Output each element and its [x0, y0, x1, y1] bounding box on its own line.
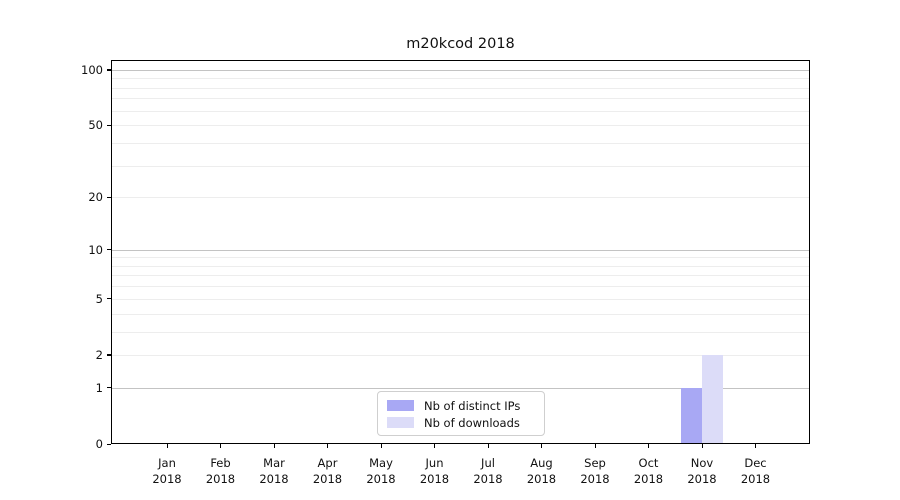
major-gridline — [112, 69, 809, 71]
y-tick-label: 50 — [88, 118, 103, 133]
y-tick-label: 5 — [95, 291, 103, 306]
chart-title: m20kcod 2018 — [406, 36, 515, 52]
distinct-ips-bar — [680, 387, 702, 444]
minor-gridline — [112, 331, 809, 333]
x-tick-mark — [541, 444, 543, 448]
x-tick-label: Nov 2018 — [687, 456, 717, 486]
y-tick-mark — [107, 443, 111, 445]
minor-gridline — [112, 313, 809, 315]
x-tick-label: Feb 2018 — [205, 456, 236, 486]
y-tick-mark — [107, 124, 111, 126]
y-tick-label: 0 — [95, 437, 103, 451]
y-tick-mark — [107, 387, 111, 389]
x-tick-label: May 2018 — [366, 456, 396, 486]
minor-gridline — [112, 197, 809, 199]
x-tick-mark — [380, 444, 382, 448]
legend-entry-distinct-ips: Nb of distinct IPs — [387, 398, 535, 413]
y-tick-mark — [107, 69, 111, 71]
x-tick-label: Jun 2018 — [419, 456, 450, 486]
minor-gridline — [112, 87, 809, 89]
y-tick-mark — [107, 249, 111, 251]
legend-entry-downloads: Nb of downloads — [387, 415, 535, 430]
x-tick-mark — [701, 444, 703, 448]
minor-gridline — [112, 298, 809, 300]
y-tick-label: 2 — [95, 347, 103, 362]
minor-gridline — [112, 165, 809, 167]
minor-gridline — [112, 78, 809, 80]
y-tick-label: 1 — [95, 380, 103, 395]
x-tick-mark — [434, 444, 436, 448]
major-gridline — [112, 249, 809, 251]
legend: Nb of distinct IPs Nb of downloads — [377, 391, 545, 436]
x-tick-mark — [273, 444, 275, 448]
y-tick-label: 20 — [88, 190, 103, 205]
distinct-ips-swatch — [387, 400, 414, 411]
y-tick-mark — [107, 354, 111, 356]
x-tick-label: Dec 2018 — [740, 456, 771, 486]
minor-gridline — [112, 142, 809, 144]
x-tick-label: Apr 2018 — [312, 456, 343, 486]
y-tick-label: 100 — [81, 62, 103, 77]
x-tick-label: Jul 2018 — [473, 456, 503, 486]
y-tick-mark — [107, 196, 111, 198]
x-tick-mark — [327, 444, 329, 448]
minor-gridline — [112, 275, 809, 277]
minor-gridline — [112, 125, 809, 127]
x-tick-label: Aug 2018 — [526, 456, 557, 486]
downloads-bar — [702, 354, 724, 444]
x-tick-mark — [220, 444, 222, 448]
minor-gridline — [112, 257, 809, 259]
x-tick-mark — [755, 444, 757, 448]
minor-gridline — [112, 286, 809, 288]
minor-gridline — [112, 265, 809, 267]
x-tick-mark — [487, 444, 489, 448]
x-tick-mark — [594, 444, 596, 448]
downloads-swatch — [387, 417, 414, 428]
minor-gridline — [112, 110, 809, 112]
minor-gridline — [112, 98, 809, 100]
legend-label-downloads: Nb of downloads — [424, 415, 520, 430]
x-tick-label: Mar 2018 — [259, 456, 289, 486]
x-tick-label: Oct 2018 — [633, 456, 664, 486]
x-tick-label: Sep 2018 — [580, 456, 610, 486]
y-tick-mark — [107, 298, 111, 300]
legend-label-distinct-ips: Nb of distinct IPs — [424, 398, 521, 413]
x-tick-mark — [166, 444, 168, 448]
y-tick-label: 10 — [88, 242, 103, 257]
minor-gridline — [112, 354, 809, 356]
x-tick-mark — [648, 444, 650, 448]
major-gridline — [112, 387, 809, 389]
x-tick-label: Jan 2018 — [152, 456, 182, 486]
